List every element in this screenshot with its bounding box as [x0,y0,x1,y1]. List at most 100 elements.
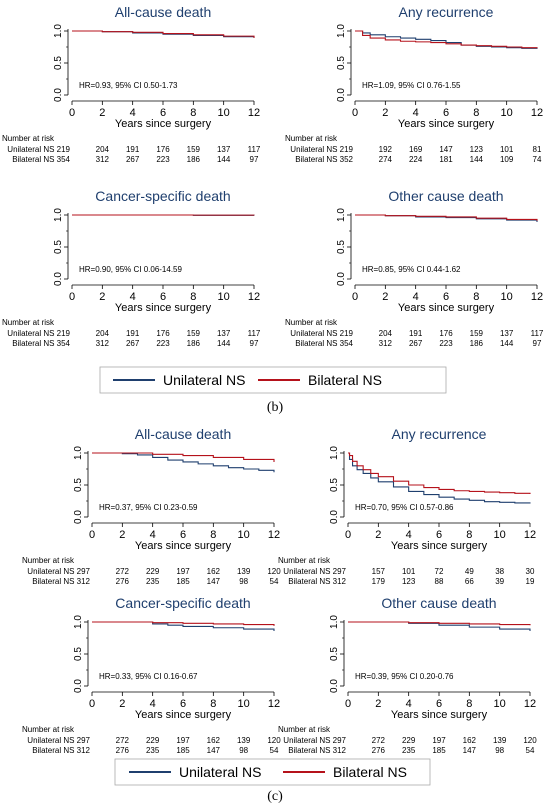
panel-b-chart-4-title: Other cause death [388,188,503,204]
panel-c-chart-1: All-cause death 0.0 0.5 1.0 0 2 4 6 8 10 12 Years s… [22,426,281,586]
panel-c-chart-3-title: Cancer-specific death [115,595,250,611]
panel-c-chart-4-risk-value: 147 [463,746,477,755]
panel-b-chart-3-x-tick-label: 4 [130,291,136,303]
panel-c-chart-2-series-unilateral [348,452,531,504]
panel-c-chart-2-risk-value: 88 [435,577,444,586]
panel-c-chart-2-x-tick-label: 12 [524,529,536,541]
panel-c-chart-3-y-tick-label: 0.0 [73,679,84,693]
panel-b-chart-1-risk-value: 117 [248,145,261,154]
panel-c-chart-4-y-tick-label: 0.5 [329,647,340,661]
panel-c-chart-2-risk-value: 66 [465,577,474,586]
panel-c-chart-2-risk-value: 72 [435,567,444,576]
panel-c-legend-label-bilateral: Bilateral NS [333,764,407,780]
panel-b-chart-2-risk-value: 192 [379,145,393,154]
panel-c-chart-4-x-tick-label: 10 [494,698,506,710]
panel-b-chart-1-risk-value: 267 [126,155,140,164]
panel-c-chart-3-risk-title: Number at risk [22,725,75,734]
panel-c-chart-1-risk-row-label: Bilateral NS 312 [32,577,90,586]
panel-c-chart-4-risk-title: Number at risk [278,725,331,734]
panel-b-chart-1-y-tick-label: 0.5 [53,56,64,70]
panel-c-chart-3: Cancer-specific death 0.0 0.5 1.0 0 2 4 6 8 10 12 Y… [22,595,281,755]
panel-c-chart-4-risk-value: 235 [402,746,416,755]
panel-b-chart-2-series-unilateral [355,30,538,49]
panel-b-chart-4-risk-value: 97 [533,339,542,348]
panel-c-chart-2-x-tick-label: 6 [436,529,442,541]
panel-b-chart-4-risk-value: 312 [379,339,393,348]
panel-c-chart-3-x-label: Years since surgery [135,709,232,721]
panel-b-chart-1-risk-value: 223 [156,155,170,164]
panel-b-chart-1-risk-value: 137 [217,145,231,154]
panel-c-chart-1-risk-value: 276 [116,577,130,586]
panel-b-chart-2-x-tick-label: 4 [413,107,419,119]
panel-c-chart-1-x-tick-label: 4 [150,529,156,541]
panel-b-chart-2-risk-value: 181 [439,155,453,164]
panel-c-chart-4-x-tick-label: 8 [466,698,472,710]
panel-c-chart-1-y-tick-label: 0.0 [73,510,84,524]
panel-c-chart-4-title: Other cause death [381,595,496,611]
panel-c-chart-3-x-tick-label: 8 [210,698,216,710]
panel-b-chart-2-y-tick-label: 0.0 [336,88,347,102]
panel-c-chart-3-risk-value: 98 [239,746,248,755]
panel-b-chart-1-y-tick-label: 0.0 [53,88,64,102]
panel-b-chart-2-risk-value: 101 [500,145,514,154]
panel-c-chart-3-risk-row-label: Unilateral NS 297 [27,736,90,745]
panel-c-chart-4-risk-value: 120 [523,736,537,745]
panel-b-chart-1-risk-value: 191 [126,145,140,154]
panel-b-chart-3-risk-value: 137 [217,329,231,338]
panel-c-chart-2-x-tick-label: 8 [466,529,472,541]
panel-b-chart-3-x-tick-label: 0 [69,291,75,303]
panel-b-chart-2-x-tick-label: 12 [531,107,543,119]
panel-b-chart-4-x-tick-label: 2 [382,291,388,303]
panel-b-chart-1-x-tick-label: 4 [130,107,136,119]
panel-b-chart-2-x-tick-label: 0 [352,107,358,119]
panel-b-chart-3-risk-value: 144 [217,339,231,348]
panel-b-chart-3-risk-value: 223 [156,339,170,348]
panel-c-legend-label-unilateral: Unilateral NS [179,764,261,780]
panel-b-legend-label-bilateral: Bilateral NS [308,372,382,388]
panel-c-chart-1-x-label: Years since surgery [135,540,232,552]
panel-c-chart-2-x-tick-label: 10 [494,529,506,541]
panel-c-chart-1-series-bilateral [92,452,275,462]
panel-b-chart-1-risk-value: 97 [250,155,259,164]
panel-c-chart-3-y-tick-label: 1.0 [73,615,84,629]
panel-c-chart-3-risk-value: 272 [116,736,130,745]
panel-b-chart-2-x-label: Years since surgery [398,118,495,130]
panel-b-chart-4-x-tick-label: 12 [531,291,543,303]
panel-c-chart-2-risk-row-label: Bilateral NS 312 [288,577,346,586]
panel-b-chart-2-risk-value: 147 [439,145,453,154]
panel-b-chart-4-x-label: Years since surgery [398,302,495,314]
panel-b-chart-4-risk-value: 144 [500,339,514,348]
panel-c-chart-1-risk-title: Number at risk [22,556,75,565]
panel-b-chart-3-y-tick-label: 1.0 [53,208,64,222]
panel-b-chart-4-risk-value: 176 [439,329,453,338]
panel-b-chart-4-risk-value: 223 [439,339,453,348]
panel-c-chart-3-risk-value: 276 [116,746,130,755]
panel-b-chart-3-hr-annotation: HR=0.90, 95% CI 0.06-14.59 [79,265,183,274]
panel-b-chart-2-x-tick-label: 2 [382,107,388,119]
panel-c-chart-1-x-tick-label: 10 [238,529,250,541]
panel-c-chart-2-x-tick-label: 4 [406,529,412,541]
panel-b-chart-4-risk-value: 267 [409,339,423,348]
panel-c-chart-4-risk-value: 139 [493,736,507,745]
panel-b-chart-2-x-tick-label: 10 [501,107,513,119]
panel-b-chart-3-risk-value: 176 [156,329,170,338]
panel-b-chart-3-risk-value: 267 [126,339,140,348]
panel-b-chart-1-risk-row-label: Bilateral NS 354 [12,155,70,164]
panel-c-chart-2-risk-title: Number at risk [278,556,331,565]
panel-b-chart-1-x-tick-label: 2 [99,107,105,119]
panel-b-chart-1-series-bilateral [72,30,255,39]
panel-c-chart-3-risk-value: 235 [146,746,160,755]
panel-c-chart-4-x-tick-label: 4 [406,698,412,710]
panel-c-chart-1-risk-row-label: Unilateral NS 297 [27,567,90,576]
panel-b-chart-2-x-tick-label: 8 [473,107,479,119]
panel-c-chart-4: Other cause death 0.0 0.5 1.0 0 2 4 6 8 10 12 Years… [278,595,537,755]
panel-c-chart-1-risk-value: 197 [176,567,190,576]
panel-b-chart-2-y-tick-label: 1.0 [336,24,347,38]
panel-b-chart-1-risk-value: 312 [96,155,110,164]
panel-c-chart-3-risk-value: 54 [270,746,279,755]
panel-c-chart-2-x-tick-label: 2 [375,529,381,541]
panel-c-chart-3-x-tick-label: 0 [89,698,95,710]
panel-c-chart-1-x-tick-label: 0 [89,529,95,541]
panel-b-chart-4-y-tick-label: 1.0 [336,208,347,222]
